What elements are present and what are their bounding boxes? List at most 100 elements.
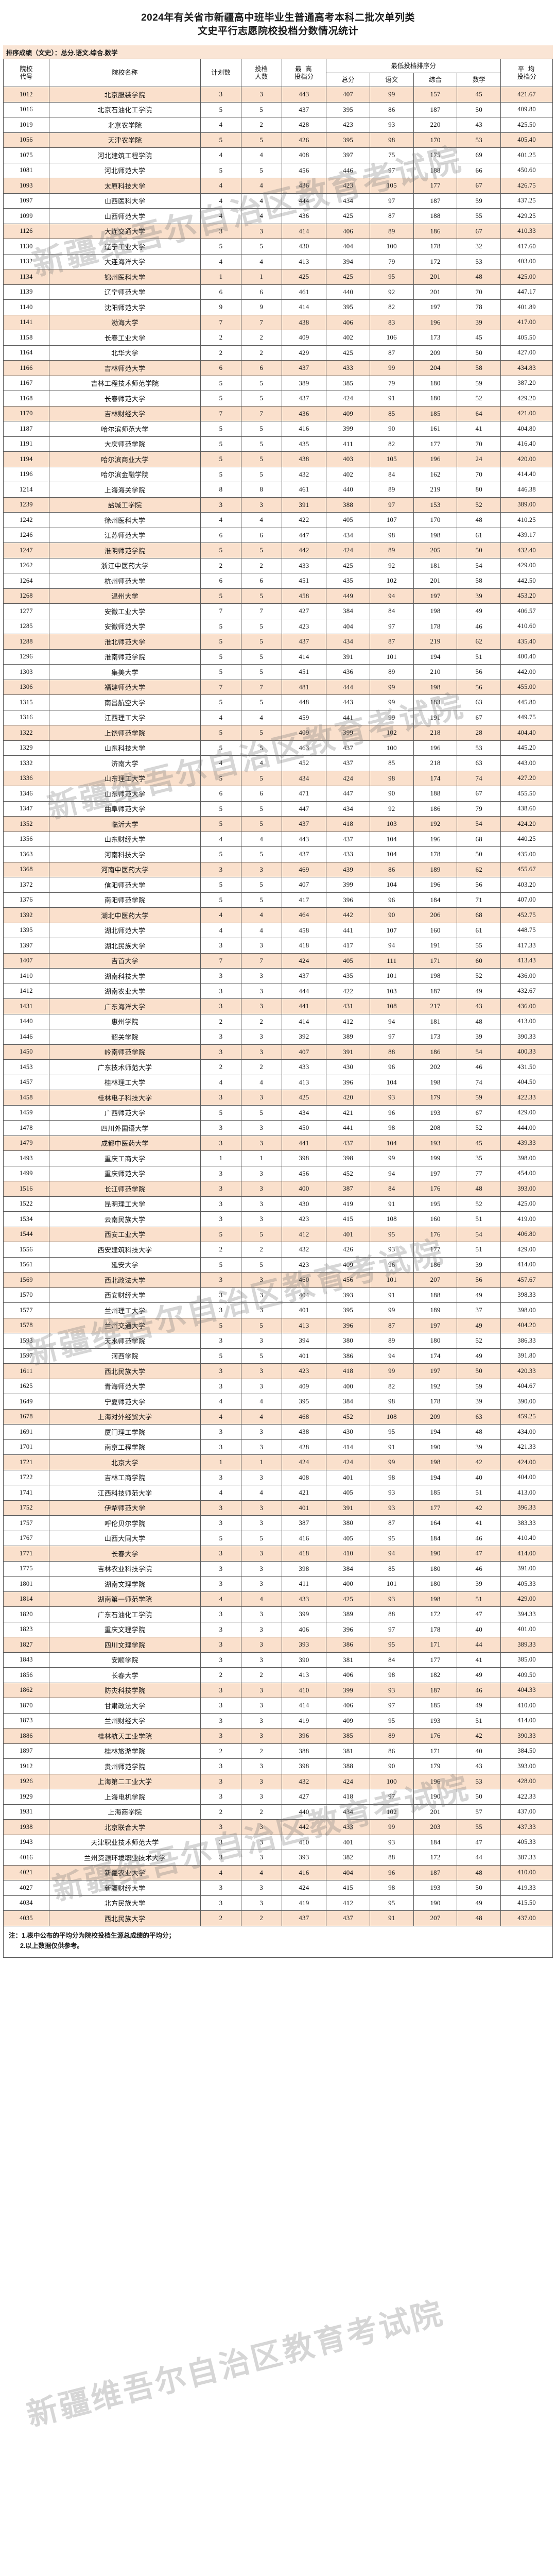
table-row: 1140 沈阳师范大学 9 9 414 395 82 197 78 401.89: [3, 299, 553, 315]
cell-highest-score: 461: [281, 284, 327, 300]
cell-lowest-chinese: 86: [369, 1743, 414, 1759]
cell-lowest-math: 47: [457, 1546, 501, 1562]
cell-lowest-total: 441: [326, 709, 370, 725]
cell-admitted-count: 5: [240, 162, 282, 178]
table-row: 1166 吉林师范大学 6 6 437 433 99 204 58 434.83: [3, 360, 553, 376]
cell-admitted-count: 6: [240, 786, 282, 802]
cell-plan-count: 2: [200, 1242, 241, 1258]
cell-lowest-math: 74: [457, 770, 501, 786]
cell-plan-count: 3: [200, 1500, 241, 1516]
cell-highest-score: 424: [281, 1454, 327, 1470]
cell-school-code: 1479: [3, 1135, 49, 1151]
cell-lowest-total: 440: [326, 482, 370, 498]
cell-admitted-count: 3: [240, 1561, 282, 1577]
cell-school-code: 1722: [3, 1469, 49, 1485]
table-row: 1075 河北建筑工程学院 4 4 408 397 75 175 69 401.25: [3, 147, 553, 163]
cell-highest-score: 414: [281, 1698, 327, 1714]
cell-lowest-chinese: 97: [369, 1698, 414, 1714]
cell-lowest-chinese: 84: [369, 1652, 414, 1668]
cell-lowest-total: 422: [326, 983, 370, 999]
cell-lowest-comprehensive: 198: [413, 968, 458, 984]
cell-plan-count: 5: [200, 543, 241, 558]
cell-average-score: 416.40: [500, 436, 553, 452]
cell-lowest-math: 53: [457, 740, 501, 756]
cell-average-score: 427.00: [500, 345, 553, 361]
cell-admitted-count: 4: [240, 178, 282, 194]
cell-lowest-total: 424: [326, 1454, 370, 1470]
cell-lowest-chinese: 97: [369, 1029, 414, 1045]
cell-highest-score: 413: [281, 1667, 327, 1683]
table-row: 1168 长春师范大学 5 5 437 424 91 180 52 429.20: [3, 391, 553, 406]
cell-admitted-count: 7: [240, 679, 282, 695]
cell-average-score: 390.33: [500, 1029, 553, 1045]
cell-average-score: 410.00: [500, 1698, 553, 1714]
cell-admitted-count: 2: [240, 345, 282, 361]
cell-highest-score: 428: [281, 117, 327, 133]
cell-plan-count: 1: [200, 1454, 241, 1470]
cell-plan-count: 4: [200, 1409, 241, 1425]
cell-admitted-count: 5: [240, 239, 282, 255]
cell-average-score: 417.00: [500, 314, 553, 330]
cell-school-name: 西北民族大学: [48, 1363, 201, 1379]
cell-average-score: 437.00: [500, 1804, 553, 1820]
cell-school-name: 北京服装学院: [48, 87, 201, 103]
cell-school-code: 1140: [3, 299, 49, 315]
cell-plan-count: 4: [200, 1591, 241, 1607]
cell-lowest-chinese: 91: [369, 1287, 414, 1303]
cell-lowest-total: 387: [326, 1181, 370, 1197]
table-row: 4021 新疆农业大学 4 4 416 404 96 187 48 410.00: [3, 1865, 553, 1880]
table-row: 1757 呼伦贝尔学院 3 3 387 380 87 164 41 383.33: [3, 1515, 553, 1531]
cell-average-score: 405.50: [500, 330, 553, 346]
cell-admitted-count: 3: [240, 1333, 282, 1349]
cell-lowest-comprehensive: 218: [413, 725, 458, 741]
cell-school-code: 1322: [3, 725, 49, 741]
cell-plan-count: 5: [200, 664, 241, 680]
cell-highest-score: 419: [281, 1895, 327, 1911]
cell-lowest-math: 58: [457, 360, 501, 376]
cell-lowest-total: 425: [326, 208, 370, 224]
cell-admitted-count: 2: [240, 117, 282, 133]
cell-school-code: 1347: [3, 801, 49, 817]
cell-lowest-chinese: 97: [369, 1789, 414, 1805]
cell-lowest-total: 402: [326, 330, 370, 346]
cell-average-score: 420.00: [500, 451, 553, 467]
cell-plan-count: 3: [200, 861, 241, 877]
cell-average-score: 400.40: [500, 649, 553, 665]
table-row: 1187 哈尔滨师范大学 5 5 416 399 90 161 41 404.80: [3, 421, 553, 437]
cell-average-score: 452.75: [500, 907, 553, 923]
cell-lowest-total: 381: [326, 1743, 370, 1759]
cell-lowest-comprehensive: 192: [413, 816, 458, 832]
cell-lowest-comprehensive: 184: [413, 892, 458, 908]
cell-plan-count: 4: [200, 512, 241, 528]
cell-lowest-chinese: 87: [369, 634, 414, 650]
table-row: 1593 天水师范学院 3 3 394 380 89 180 52 386.33: [3, 1333, 553, 1349]
cell-lowest-total: 431: [326, 998, 370, 1014]
cell-plan-count: 6: [200, 360, 241, 376]
cell-lowest-chinese: 99: [369, 694, 414, 710]
cell-highest-score: 443: [281, 831, 327, 847]
cell-lowest-math: 35: [457, 1150, 501, 1166]
cell-lowest-math: 53: [457, 132, 501, 148]
cell-lowest-comprehensive: 176: [413, 1728, 458, 1744]
cell-average-score: 393.00: [500, 1758, 553, 1774]
cell-average-score: 435.00: [500, 846, 553, 862]
cell-lowest-total: 381: [326, 1652, 370, 1668]
cell-admitted-count: 5: [240, 588, 282, 604]
cell-admitted-count: 5: [240, 846, 282, 862]
cell-lowest-chinese: 86: [369, 101, 414, 117]
cell-lowest-math: 47: [457, 1606, 501, 1622]
cell-average-score: 393.00: [500, 1181, 553, 1197]
cell-lowest-math: 67: [457, 223, 501, 239]
cell-lowest-total: 399: [326, 1682, 370, 1698]
cell-lowest-comprehensive: 208: [413, 1120, 458, 1136]
cell-highest-score: 421: [281, 1485, 327, 1501]
cell-lowest-chinese: 97: [369, 1621, 414, 1637]
cell-lowest-chinese: 104: [369, 846, 414, 862]
cell-highest-score: 414: [281, 649, 327, 665]
cell-lowest-chinese: 84: [369, 603, 414, 619]
cell-admitted-count: 6: [240, 573, 282, 589]
cell-lowest-math: 70: [457, 284, 501, 300]
cell-lowest-chinese: 107: [369, 512, 414, 528]
cell-admitted-count: 4: [240, 907, 282, 923]
cell-lowest-comprehensive: 196: [413, 831, 458, 847]
